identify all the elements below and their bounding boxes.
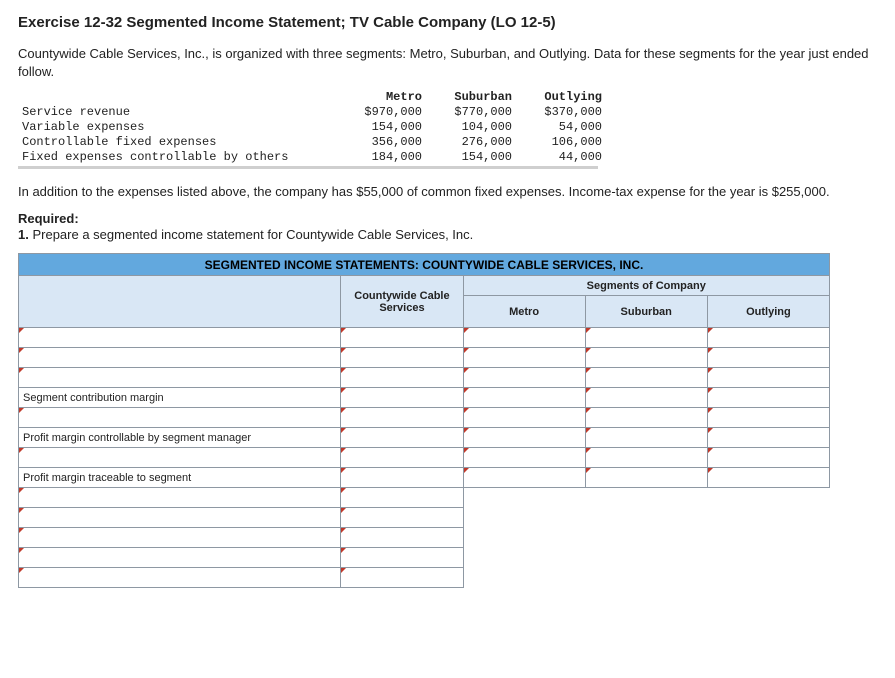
table-row: Service revenue $970,000 $770,000 $370,0… <box>18 105 606 120</box>
table-row: Fixed expenses controllable by others 18… <box>18 150 606 165</box>
ws-label-input[interactable] <box>19 488 341 508</box>
worksheet-label-header <box>19 276 341 328</box>
ws-cell[interactable] <box>585 448 707 468</box>
ws-cell[interactable] <box>585 408 707 428</box>
ws-cell[interactable] <box>585 428 707 448</box>
ws-cell[interactable] <box>341 488 463 508</box>
ws-cell[interactable] <box>341 388 463 408</box>
ws-label-scm: Segment contribution margin <box>19 388 341 408</box>
ws-label-input[interactable] <box>19 328 341 348</box>
ws-cell[interactable] <box>707 468 829 488</box>
ws-cell[interactable] <box>463 448 585 468</box>
ws-cell[interactable] <box>707 428 829 448</box>
ws-blank-region <box>463 488 829 588</box>
ws-cell[interactable] <box>341 408 463 428</box>
ws-cell[interactable] <box>707 328 829 348</box>
intro-text: Countywide Cable Services, Inc., is orga… <box>18 45 877 80</box>
ws-cell[interactable] <box>341 368 463 388</box>
ws-label-input[interactable] <box>19 348 341 368</box>
ws-cell[interactable] <box>707 368 829 388</box>
ws-cell[interactable] <box>341 548 463 568</box>
ws-label-input[interactable] <box>19 448 341 468</box>
ws-cell[interactable] <box>585 388 707 408</box>
ws-label-input[interactable] <box>19 568 341 588</box>
ws-cell[interactable] <box>463 468 585 488</box>
ws-cell[interactable] <box>341 428 463 448</box>
ws-cell[interactable] <box>585 348 707 368</box>
ws-label-input[interactable] <box>19 548 341 568</box>
ws-cell[interactable] <box>585 368 707 388</box>
page-heading: Exercise 12-32 Segmented Income Statemen… <box>18 14 877 31</box>
ws-label-input[interactable] <box>19 368 341 388</box>
worksheet-table: SEGMENTED INCOME STATEMENTS: COUNTYWIDE … <box>18 253 830 588</box>
after-text: In addition to the expenses listed above… <box>18 183 877 201</box>
segments-header: Segments of Company <box>463 276 829 296</box>
ws-cell[interactable] <box>341 448 463 468</box>
seg-col-suburban: Suburban <box>585 296 707 328</box>
ws-cell[interactable] <box>585 328 707 348</box>
ws-cell[interactable] <box>707 408 829 428</box>
ws-cell[interactable] <box>463 408 585 428</box>
worksheet-title: SEGMENTED INCOME STATEMENTS: COUNTYWIDE … <box>19 254 830 276</box>
ws-cell[interactable] <box>707 388 829 408</box>
seg-col-outlying: Outlying <box>707 296 829 328</box>
ws-cell[interactable] <box>341 468 463 488</box>
ws-cell[interactable] <box>707 348 829 368</box>
required-label: Required: <box>18 211 877 226</box>
required-item: Prepare a segmented income statement for… <box>32 227 473 242</box>
ws-label-input[interactable] <box>19 528 341 548</box>
ws-cell[interactable] <box>463 388 585 408</box>
col-total: Countywide Cable Services <box>341 276 463 328</box>
ws-cell[interactable] <box>463 428 585 448</box>
col-outlying: Outlying <box>516 90 606 105</box>
table-underline <box>18 166 598 169</box>
ws-cell[interactable] <box>463 368 585 388</box>
ws-label-input[interactable] <box>19 508 341 528</box>
required-num: 1. <box>18 227 29 242</box>
seg-col-metro: Metro <box>463 296 585 328</box>
ws-label-pmts: Profit margin traceable to segment <box>19 468 341 488</box>
ws-cell[interactable] <box>341 508 463 528</box>
ws-cell[interactable] <box>463 348 585 368</box>
ws-label-pmcsm: Profit margin controllable by segment ma… <box>19 428 341 448</box>
ws-cell[interactable] <box>341 568 463 588</box>
col-suburban: Suburban <box>426 90 516 105</box>
ws-cell[interactable] <box>341 348 463 368</box>
table-row: Controllable fixed expenses 356,000 276,… <box>18 135 606 150</box>
ws-cell[interactable] <box>463 328 585 348</box>
ws-cell[interactable] <box>341 328 463 348</box>
data-table: Metro Suburban Outlying Service revenue … <box>18 90 877 169</box>
table-row: Variable expenses 154,000 104,000 54,000 <box>18 120 606 135</box>
ws-cell[interactable] <box>585 468 707 488</box>
ws-cell[interactable] <box>707 448 829 468</box>
ws-label-input[interactable] <box>19 408 341 428</box>
col-metro: Metro <box>336 90 426 105</box>
ws-cell[interactable] <box>341 528 463 548</box>
